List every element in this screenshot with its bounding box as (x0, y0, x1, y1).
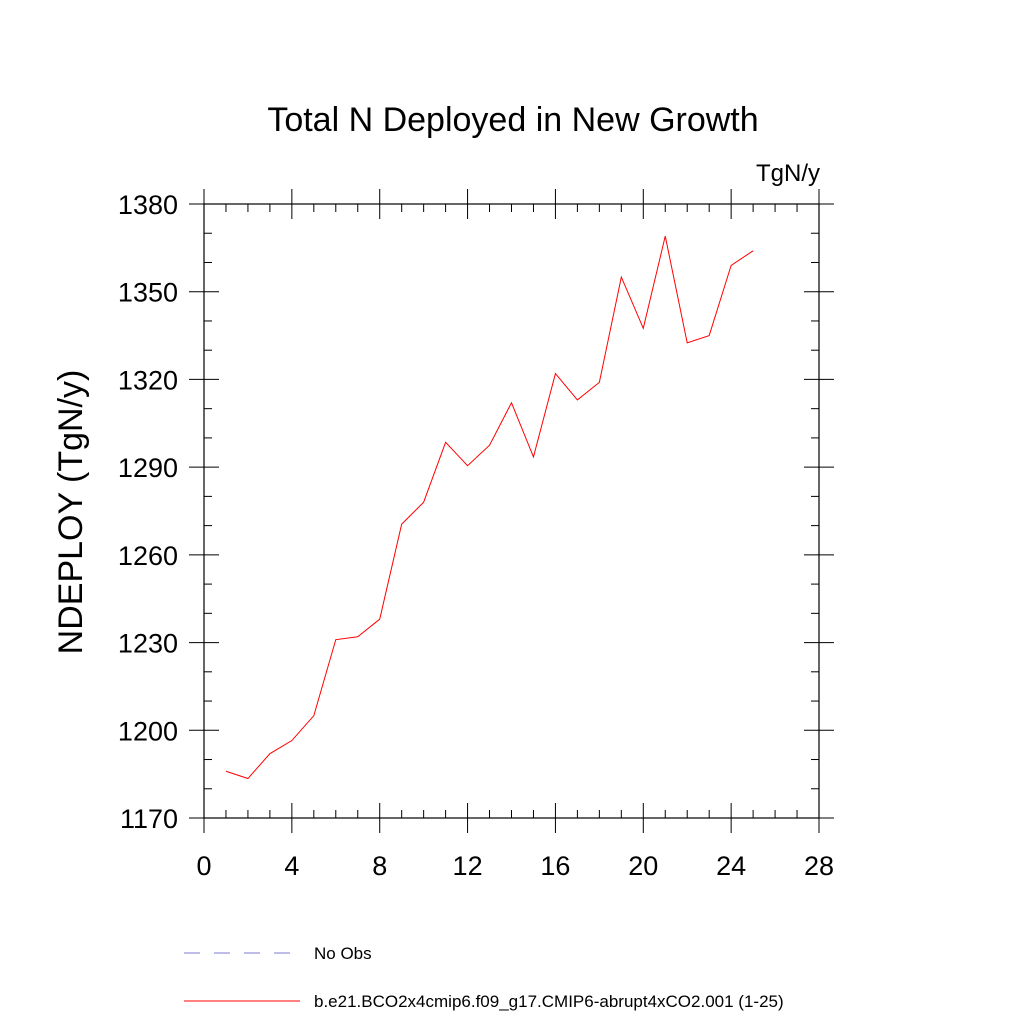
x-tick-labels: 0 4 8 12 16 20 24 28 (196, 851, 834, 881)
y-tick-label: 1290 (118, 453, 178, 483)
series-layer (225, 236, 754, 780)
major-ticks (189, 189, 834, 833)
series-line-1 (225, 236, 754, 780)
units-label: TgN/y (756, 160, 820, 187)
y-axis-label: NDEPLOY (TgN/y) (52, 370, 90, 655)
x-tick-label: 0 (196, 851, 211, 881)
legend: No Obs b.e21.BCO2x4cmip6.f09_g17.CMIP6-a… (184, 944, 784, 1011)
y-tick-label: 1260 (118, 541, 178, 571)
chart-title: Total N Deployed in New Growth (267, 101, 758, 139)
y-tick-label: 1200 (118, 716, 178, 746)
x-tick-label: 12 (453, 851, 483, 881)
legend-label-simulation: b.e21.BCO2x4cmip6.f09_g17.CMIP6-abrupt4x… (314, 992, 784, 1011)
y-tick-label: 1380 (118, 190, 178, 220)
y-tick-label: 1170 (120, 804, 178, 834)
minor-ticks (204, 204, 819, 818)
x-tick-label: 20 (628, 851, 658, 881)
y-tick-label: 1350 (118, 278, 178, 308)
x-tick-label: 28 (804, 851, 834, 881)
y-tick-label: 1230 (118, 629, 178, 659)
legend-label-no-obs: No Obs (314, 944, 372, 963)
x-tick-label: 24 (716, 851, 746, 881)
y-tick-labels: 1170 1200 1230 1260 1290 1320 1350 1380 (118, 190, 178, 834)
x-tick-label: 8 (372, 851, 387, 881)
x-tick-label: 16 (540, 851, 570, 881)
x-tick-label: 4 (284, 851, 299, 881)
y-tick-label: 1320 (118, 365, 178, 395)
plot-frame (203, 203, 820, 819)
